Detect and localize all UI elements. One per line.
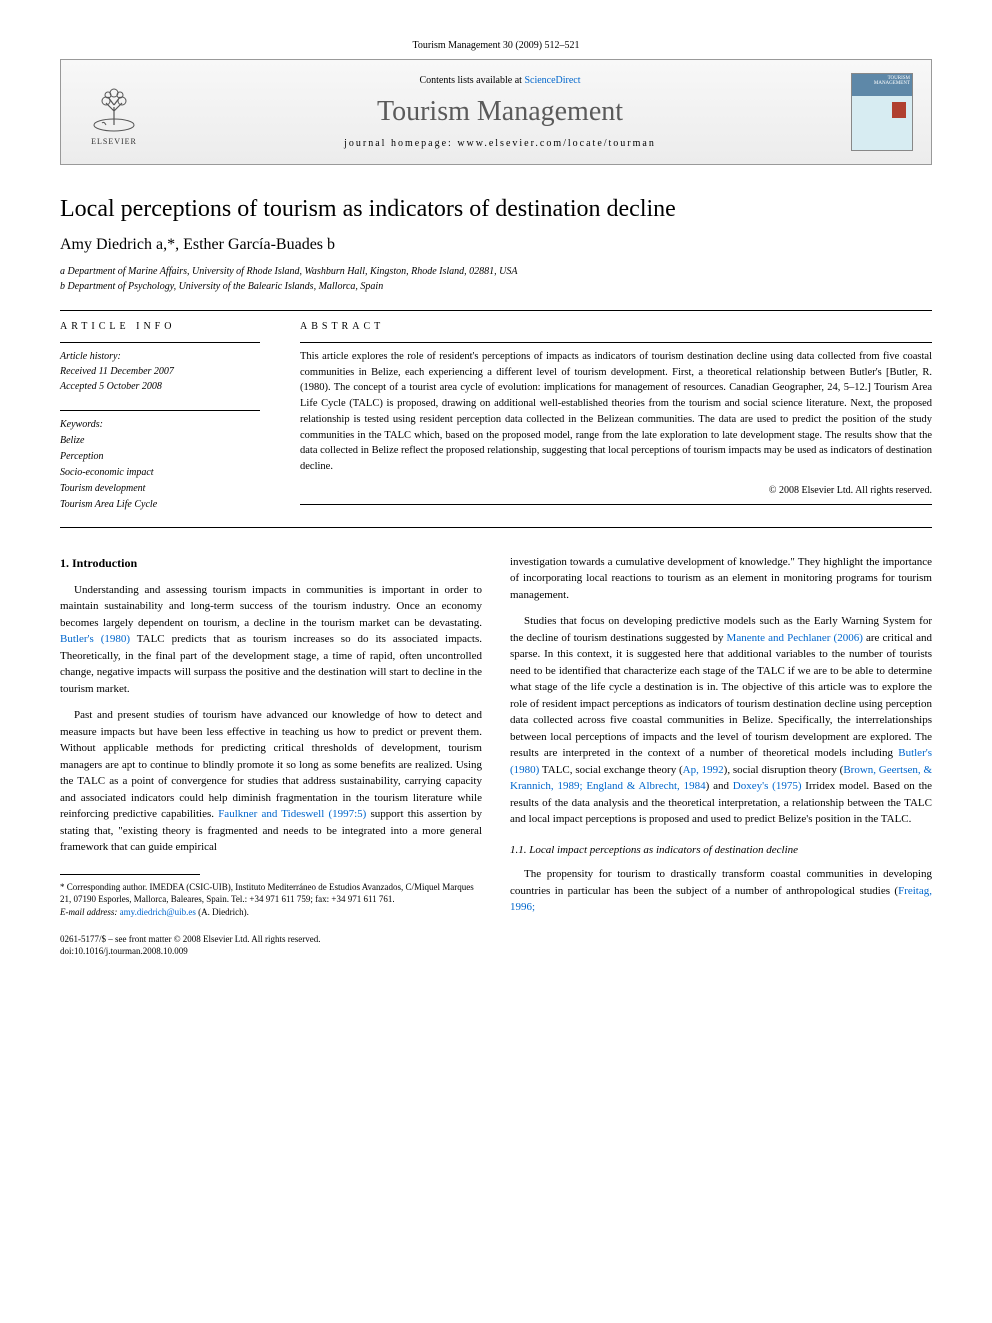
cover-title: TOURISM MANAGEMENT <box>852 74 912 96</box>
authors: Amy Diedrich a,*, Esther García-Buades b <box>60 236 932 254</box>
citation-link[interactable]: Doxey's (1975) <box>733 780 802 792</box>
citation-link[interactable]: Ap, 1992 <box>683 764 724 776</box>
divider <box>60 527 932 528</box>
keyword-item: Tourism development <box>60 481 260 497</box>
right-column: investigation towards a cumulative devel… <box>510 554 932 958</box>
keywords-heading: Keywords: <box>60 417 260 433</box>
keyword-item: Belize <box>60 433 260 449</box>
journal-header: ELSEVIER Contents lists available at Sci… <box>60 59 932 165</box>
homepage-line: journal homepage: www.elsevier.com/locat… <box>149 138 851 149</box>
homepage-url: www.elsevier.com/locate/tourman <box>457 138 656 149</box>
homepage-prefix: journal homepage: <box>344 138 457 149</box>
contents-prefix: Contents lists available at <box>419 75 524 86</box>
article-info-label: ARTICLE INFO <box>60 321 260 332</box>
left-column: 1. Introduction Understanding and assess… <box>60 554 482 958</box>
subsection-heading: 1.1. Local impact perceptions as indicat… <box>510 842 932 859</box>
doi-line: doi:10.1016/j.tourman.2008.10.009 <box>60 945 482 958</box>
email-link[interactable]: amy.diedrich@uib.es <box>120 907 196 917</box>
article-title: Local perceptions of tourism as indicato… <box>60 195 932 224</box>
paragraph: Studies that focus on developing predict… <box>510 613 932 828</box>
keyword-item: Perception <box>60 449 260 465</box>
footer-meta: 0261-5177/$ – see front matter © 2008 El… <box>60 933 482 958</box>
elsevier-tree-icon <box>86 79 142 135</box>
sciencedirect-link[interactable]: ScienceDirect <box>524 75 580 86</box>
footnote-corr: * Corresponding author. IMEDEA (CSIC-UIB… <box>60 881 482 906</box>
abstract-block: ABSTRACT This article explores the role … <box>300 321 932 513</box>
footnote-email-line: E-mail address: amy.diedrich@uib.es (A. … <box>60 906 482 919</box>
history-received: Received 11 December 2007 <box>60 364 260 379</box>
paragraph: Understanding and assessing tourism impa… <box>60 582 482 698</box>
abstract-text: This article explores the role of reside… <box>300 349 932 475</box>
text: Understanding and assessing tourism impa… <box>60 584 482 629</box>
citation-link[interactable]: Butler's (1980) <box>60 633 130 645</box>
publisher-logo: ELSEVIER <box>79 72 149 152</box>
keywords: Keywords: Belize Perception Socio-econom… <box>60 417 260 513</box>
body-columns: 1. Introduction Understanding and assess… <box>60 554 932 958</box>
text: The propensity for tourism to drasticall… <box>510 868 932 897</box>
journal-cover-thumbnail: TOURISM MANAGEMENT <box>851 73 913 151</box>
paragraph: The propensity for tourism to drasticall… <box>510 866 932 916</box>
text: ), social disruption theory ( <box>724 764 844 776</box>
affiliations: a Department of Marine Affairs, Universi… <box>60 264 932 294</box>
history-heading: Article history: <box>60 349 260 364</box>
keyword-item: Tourism Area Life Cycle <box>60 497 260 513</box>
article-info: ARTICLE INFO Article history: Received 1… <box>60 321 260 513</box>
divider <box>60 310 932 311</box>
copyright: © 2008 Elsevier Ltd. All rights reserved… <box>300 485 932 496</box>
article-history: Article history: Received 11 December 20… <box>60 349 260 394</box>
journal-name: Tourism Management <box>149 96 851 128</box>
header-center: Contents lists available at ScienceDirec… <box>149 75 851 149</box>
running-citation: Tourism Management 30 (2009) 512–521 <box>60 40 932 51</box>
contents-line: Contents lists available at ScienceDirec… <box>149 75 851 86</box>
history-accepted: Accepted 5 October 2008 <box>60 379 260 394</box>
author-line: Amy Diedrich a,*, Esther García-Buades b <box>60 236 335 253</box>
citation-link[interactable]: Manente and Pechlaner (2006) <box>727 632 863 644</box>
meta-row: ARTICLE INFO Article history: Received 1… <box>60 321 932 513</box>
text: are critical and sparse. In this context… <box>510 632 932 760</box>
footnote-separator <box>60 874 200 875</box>
section-heading-intro: 1. Introduction <box>60 554 482 572</box>
affiliation-b: b Department of Psychology, University o… <box>60 279 932 294</box>
keyword-item: Socio-economic impact <box>60 465 260 481</box>
text: ) and <box>706 780 733 792</box>
text: TALC, social exchange theory ( <box>539 764 682 776</box>
email-label: E-mail address: <box>60 907 120 917</box>
corresponding-author-footnote: * Corresponding author. IMEDEA (CSIC-UIB… <box>60 881 482 919</box>
paragraph: Past and present studies of tourism have… <box>60 707 482 856</box>
page: Tourism Management 30 (2009) 512–521 ELS… <box>0 0 992 998</box>
abstract-label: ABSTRACT <box>300 321 932 332</box>
paragraph: investigation towards a cumulative devel… <box>510 554 932 604</box>
affiliation-a: a Department of Marine Affairs, Universi… <box>60 264 932 279</box>
publisher-name: ELSEVIER <box>91 137 137 146</box>
text: Past and present studies of tourism have… <box>60 709 482 820</box>
issn-line: 0261-5177/$ – see front matter © 2008 El… <box>60 933 482 946</box>
email-suffix: (A. Diedrich). <box>196 907 249 917</box>
citation-link[interactable]: Faulkner and Tideswell (1997:5) <box>218 808 366 820</box>
